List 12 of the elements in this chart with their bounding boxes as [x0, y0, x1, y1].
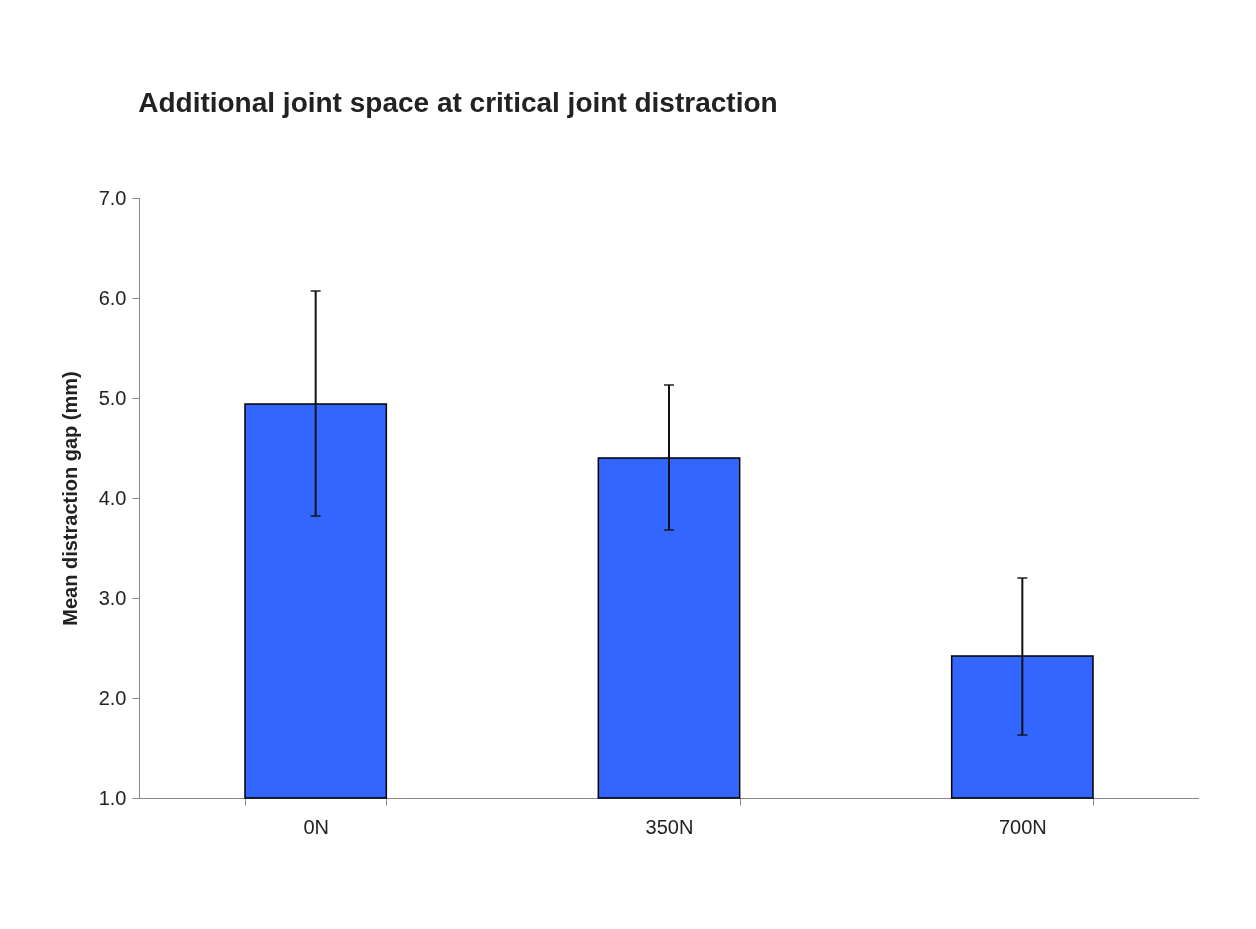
y-tick-label: 1.0 [98, 786, 127, 809]
x-tick-label: 0N [303, 815, 329, 838]
y-tick-label: 3.0 [98, 586, 127, 609]
y-axis-title: Mean distraction gap (mm) [58, 371, 81, 626]
chart-title: Additional joint space at critical joint distraction [138, 87, 778, 118]
y-tick-label: 6.0 [98, 286, 127, 309]
y-tick-label: 4.0 [98, 486, 127, 509]
y-tick-label: 7.0 [98, 186, 127, 209]
y-tick-label: 5.0 [98, 386, 127, 409]
x-tick-label: 700N [998, 815, 1047, 838]
y-tick-label: 2.0 [98, 686, 127, 709]
x-tick-label: 350N [645, 815, 694, 838]
